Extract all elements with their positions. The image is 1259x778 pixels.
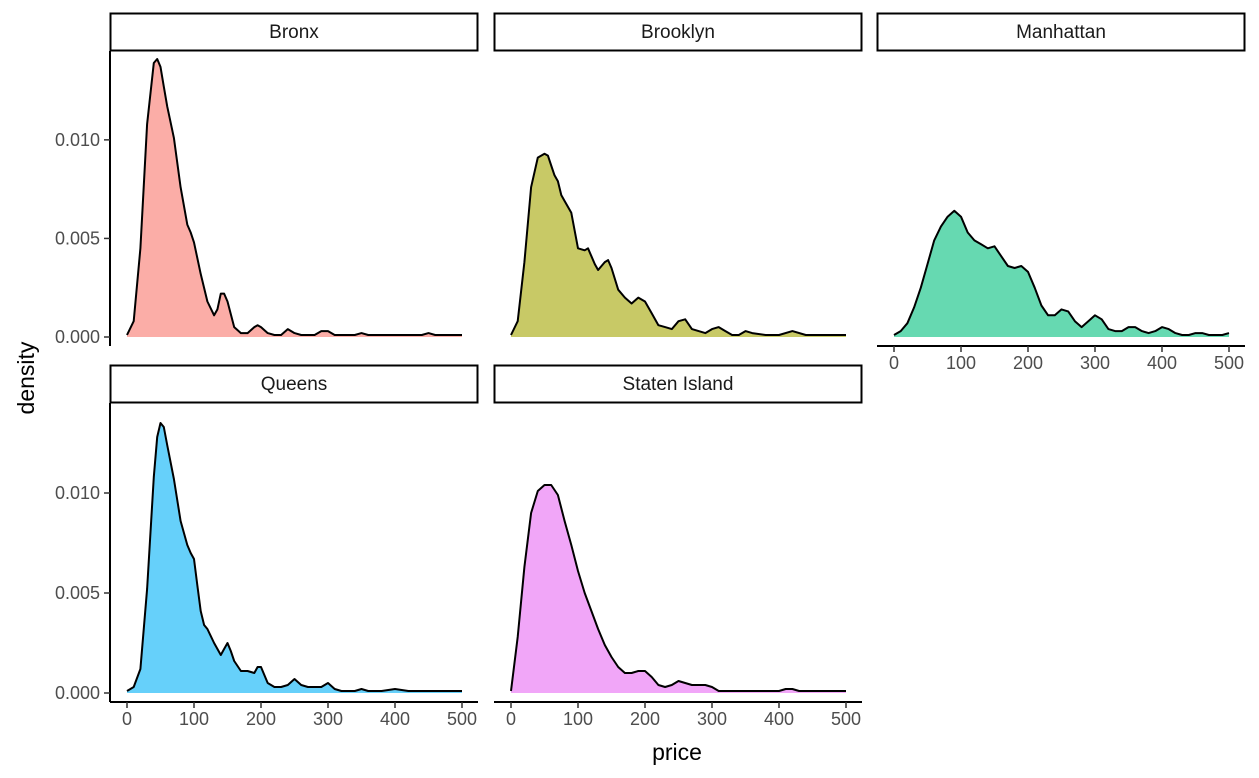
strip-label-brooklyn: Brooklyn [641, 22, 715, 43]
x-tick-label-queens: 400 [380, 709, 410, 729]
x-tick-label-manhattan: 300 [1080, 353, 1110, 373]
x-tick-label-staten-island: 0 [506, 709, 516, 729]
panel-bronx: Bronx 0.000 0.005 0.010 [55, 12, 479, 347]
y-tick-label-bronx: 0.005 [55, 228, 100, 248]
density-line-brooklyn [510, 152, 846, 336]
y-axis-title: density [13, 341, 39, 414]
density-area-bronx [127, 59, 462, 337]
y-tick-label-queens: 0.005 [55, 583, 100, 603]
density-area-manhattan [894, 210, 1229, 337]
x-tick-label-queens: 300 [313, 709, 343, 729]
x-axis-title: price [652, 739, 702, 765]
x-tick-label-queens: 0 [122, 709, 132, 729]
x-tick-label-queens: 100 [179, 709, 209, 729]
strip-label-staten-island: Staten Island [623, 374, 734, 395]
density-line-bronx [126, 58, 462, 336]
panel-manhattan: Manhattan 0 100 200 300 400 500 [876, 12, 1246, 373]
strip-staten-island [493, 364, 863, 404]
x-tick-label-manhattan: 400 [1147, 353, 1177, 373]
y-tick-label-bronx: 0.000 [55, 327, 100, 347]
density-area-queens [127, 423, 462, 693]
x-tick-label-staten-island: 500 [831, 709, 861, 729]
density-line-queens [126, 422, 462, 692]
y-tick-label-bronx: 0.010 [55, 130, 100, 150]
strip-label-bronx: Bronx [269, 22, 319, 43]
x-tick-label-manhattan: 0 [889, 353, 899, 373]
strip-bronx [109, 12, 479, 52]
x-tick-label-staten-island: 400 [764, 709, 794, 729]
density-area-staten-island [511, 485, 846, 693]
strip-manhattan [876, 12, 1246, 52]
y-tick-label-queens: 0.010 [55, 483, 100, 503]
strip-label-queens: Queens [261, 374, 328, 395]
density-line-staten-island [510, 484, 846, 692]
density-area-brooklyn [511, 153, 846, 337]
density-line-manhattan [893, 209, 1230, 336]
x-tick-label-queens: 500 [447, 709, 477, 729]
x-tick-label-staten-island: 300 [697, 709, 727, 729]
x-tick-label-staten-island: 200 [630, 709, 660, 729]
y-tick-label-queens: 0.000 [55, 683, 100, 703]
x-tick-label-staten-island: 100 [563, 709, 593, 729]
strip-queens [109, 364, 479, 404]
x-tick-label-manhattan: 100 [946, 353, 976, 373]
panel-brooklyn: Brooklyn [493, 12, 863, 337]
panel-staten-island: Staten Island 0 100 200 300 400 500 [493, 364, 863, 729]
x-tick-label-manhattan: 500 [1214, 353, 1244, 373]
x-tick-label-manhattan: 200 [1013, 353, 1043, 373]
strip-brooklyn [493, 12, 863, 52]
x-tick-label-queens: 200 [246, 709, 276, 729]
panel-queens: Queens 0.000 0.005 0.010 0 100 200 300 400 500 [55, 364, 479, 729]
panels-layer: Bronx 0.000 0.005 0.010 Brooklyn Manhattan 0 10… [55, 12, 1246, 729]
strip-label-manhattan: Manhattan [1016, 22, 1106, 43]
